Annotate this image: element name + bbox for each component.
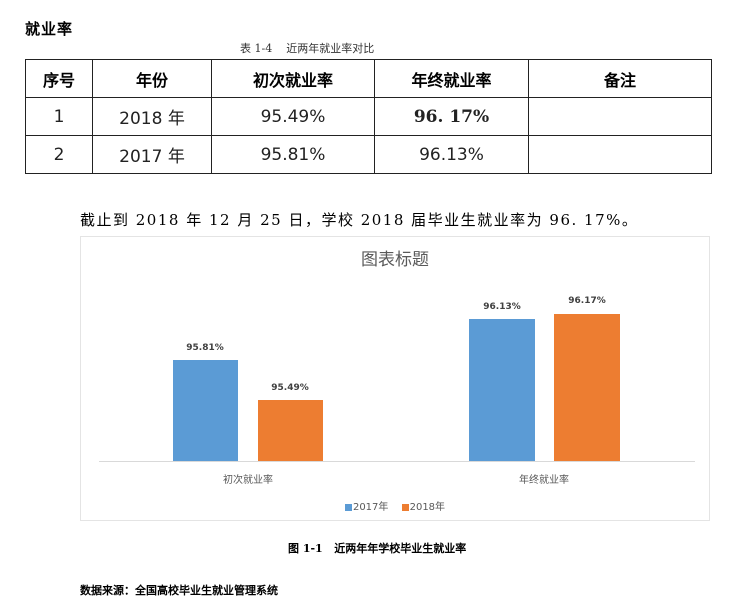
bar-chart: 图表标题 95.81% 95.49% 96.13% 96.17% 初次就业率 年… <box>80 236 710 521</box>
bar-label-2017-final: 96.13% <box>483 302 521 312</box>
bar-label-2017-initial: 95.81% <box>186 343 224 353</box>
bar-2017-final <box>469 319 535 461</box>
cell-final-rate: 96. 17% <box>374 97 529 136</box>
data-source: 数据来源：全国高校毕业生就业管理系统 <box>80 584 278 597</box>
summary-text: 截止到 2018 年 12 月 25 日，学校 2018 届毕业生就业率为 96… <box>80 211 639 229</box>
chart-legend: 2017年 2018年 <box>81 498 709 513</box>
cell-index: 2 <box>25 135 93 174</box>
legend-swatch-2018 <box>401 503 409 511</box>
chart-title: 图表标题 <box>361 250 429 270</box>
header-year: 年份 <box>92 59 212 98</box>
header-final-rate: 年终就业率 <box>374 59 529 98</box>
category-label-final: 年终就业率 <box>519 475 569 486</box>
x-axis-line <box>99 461 695 462</box>
legend-label-2018: 2018年 <box>409 502 446 513</box>
cell-remarks <box>528 135 712 174</box>
bar-label-2018-initial: 95.49% <box>271 383 309 393</box>
cell-index: 1 <box>25 97 93 136</box>
header-remarks: 备注 <box>528 59 712 98</box>
cell-remarks <box>528 97 712 136</box>
table-header-row: 序号 年份 初次就业率 年终就业率 备注 <box>25 59 712 98</box>
legend-item-2017: 2017年 <box>344 498 389 513</box>
legend-item-2018: 2018年 <box>401 498 446 513</box>
bar-2018-initial <box>258 400 323 461</box>
header-initial-rate: 初次就业率 <box>211 59 375 98</box>
bar-label-2018-final: 96.17% <box>568 296 606 306</box>
bar-2017-initial <box>173 360 238 461</box>
figure-caption: 图 1-1 近两年年学校毕业生就业率 <box>288 542 467 555</box>
legend-swatch-2017 <box>344 503 352 511</box>
employment-rate-table: 序号 年份 初次就业率 年终就业率 备注 1 2018 年 95.49% 96.… <box>25 59 712 174</box>
bar-2018-final <box>554 314 620 461</box>
cell-year: 2018 年 <box>92 97 212 136</box>
table-caption: 表 1-4 近两年就业率对比 <box>240 42 375 55</box>
category-label-initial: 初次就业率 <box>223 475 273 486</box>
cell-initial-rate: 95.49% <box>211 97 375 136</box>
section-heading: 就业率 <box>25 20 74 38</box>
cell-initial-rate: 95.81% <box>211 135 375 174</box>
cell-year: 2017 年 <box>92 135 212 174</box>
header-index: 序号 <box>25 59 93 98</box>
legend-label-2017: 2017年 <box>352 502 389 513</box>
cell-final-rate: 96.13% <box>374 135 529 174</box>
table-row: 2 2017 年 95.81% 96.13% <box>25 135 712 174</box>
table-row: 1 2018 年 95.49% 96. 17% <box>25 97 712 136</box>
